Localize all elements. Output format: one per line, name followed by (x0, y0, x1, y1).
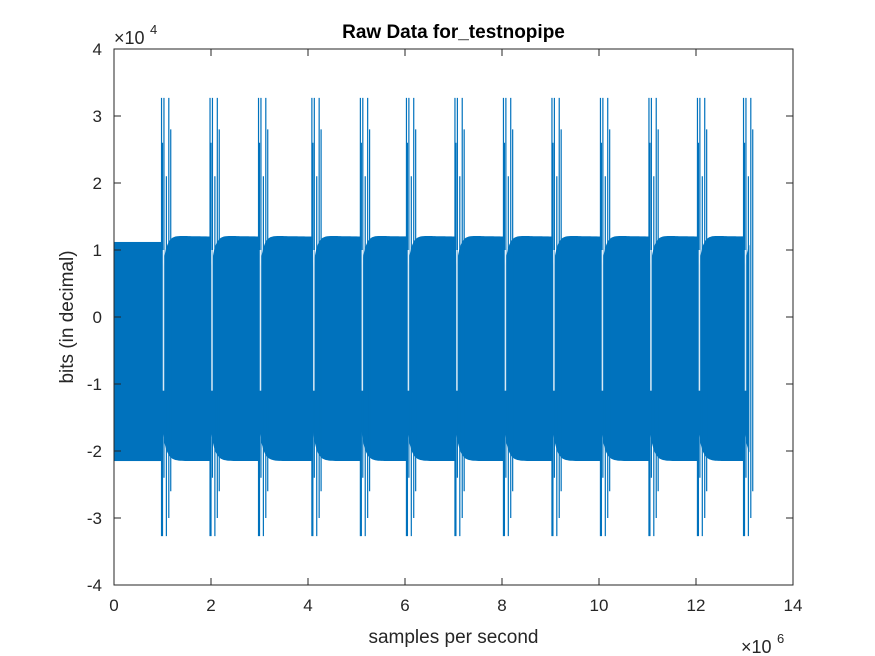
signal-segment (649, 236, 699, 461)
signal-segment (312, 236, 362, 461)
signal-segment (552, 236, 602, 461)
signal-gap (553, 250, 555, 391)
signal-segment (407, 236, 456, 461)
x-exponent-power: 6 (777, 631, 784, 646)
y-tick-label: -4 (87, 576, 102, 595)
signal-segment (601, 236, 650, 461)
signal-gap (313, 250, 315, 391)
x-tick-label: 0 (109, 596, 118, 615)
series-layer (114, 97, 754, 537)
x-tick-label: 12 (687, 596, 706, 615)
signal-baseline-block (114, 241, 163, 462)
x-tick-label: 2 (206, 596, 215, 615)
signal-gap (162, 250, 165, 391)
y-exponent-label: ×10 4 (114, 22, 157, 48)
signal-segment (698, 236, 745, 461)
y-tick-label: -1 (87, 375, 102, 394)
signal-gap (361, 250, 364, 391)
y-tick-label: -2 (87, 442, 102, 461)
y-tick-label: 3 (93, 107, 102, 126)
signal-segment (259, 236, 313, 461)
signal-segment (162, 236, 211, 461)
signal-segment (455, 236, 505, 461)
y-exponent-base: ×10 (114, 28, 145, 48)
signal-gap (698, 250, 701, 391)
y-tick-label: -3 (87, 509, 102, 528)
signal-segment (504, 236, 553, 461)
x-axis-label: samples per second (368, 627, 538, 648)
signal-gap (456, 250, 458, 391)
y-axis-label: bits (in decimal) (57, 250, 78, 383)
y-exponent-power: 4 (150, 22, 157, 37)
signal-gap (504, 250, 507, 391)
signal-gap (407, 250, 410, 391)
signal-gap (211, 250, 213, 391)
x-tick-label: 14 (784, 596, 803, 615)
x-tick-label: 4 (303, 596, 312, 615)
x-tick-label: 10 (590, 596, 609, 615)
x-exponent-label: ×10 6 (741, 631, 784, 656)
x-tick-label: 8 (497, 596, 506, 615)
signal-gap (259, 250, 262, 391)
signal-segment (361, 236, 408, 461)
x-tick-label: 6 (400, 596, 409, 615)
y-tick-label: 0 (93, 308, 102, 327)
signal-gap (650, 250, 652, 391)
y-tick-label: 1 (93, 241, 102, 260)
x-exponent-base: ×10 (741, 637, 772, 656)
signal-segment (211, 236, 260, 461)
y-tick-label: 4 (93, 40, 102, 59)
y-tick-label: 2 (93, 174, 102, 193)
chart-title: Raw Data for_testnopipe (342, 22, 565, 43)
signal-gap (744, 250, 747, 391)
signal-gap (601, 250, 604, 391)
